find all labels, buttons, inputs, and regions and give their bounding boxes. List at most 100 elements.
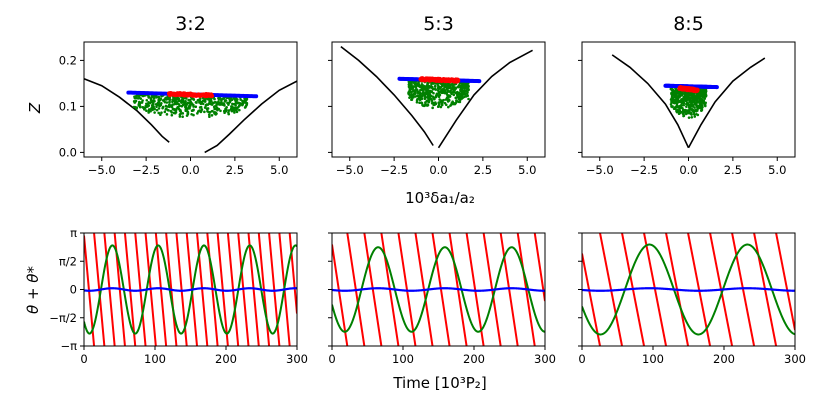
plot-area bbox=[582, 233, 795, 346]
xtick-label: 0 bbox=[328, 352, 335, 366]
point-green bbox=[690, 95, 694, 99]
xtick-label: −5.0 bbox=[336, 163, 364, 177]
point-green bbox=[157, 101, 161, 104]
point-green bbox=[133, 101, 137, 104]
point-green bbox=[186, 101, 190, 105]
point-green bbox=[442, 98, 445, 102]
xtick-label: 0.0 bbox=[181, 163, 199, 177]
point-green bbox=[436, 105, 440, 109]
point-green bbox=[179, 110, 183, 113]
xtick-label: −2.5 bbox=[380, 163, 408, 177]
point-green bbox=[419, 88, 422, 92]
xtick-label: −2.5 bbox=[630, 163, 658, 177]
point-green bbox=[232, 107, 236, 111]
point-green bbox=[443, 89, 447, 93]
point-green bbox=[419, 84, 423, 88]
point-green bbox=[675, 109, 678, 113]
ytick-label: 0.2 bbox=[59, 53, 77, 67]
point-green bbox=[450, 101, 454, 105]
series-blue bbox=[84, 287, 297, 292]
point-green bbox=[682, 103, 686, 107]
point-green bbox=[464, 95, 468, 98]
point-green bbox=[218, 97, 221, 101]
xtick-label: 200 bbox=[463, 352, 485, 366]
point-green bbox=[192, 108, 195, 112]
point-green bbox=[422, 85, 426, 89]
point-green bbox=[463, 86, 467, 90]
point-green bbox=[408, 93, 412, 97]
panel-2: 5:3 −5.0 −2.5 0.0 2.5 5.0 bbox=[328, 13, 546, 177]
point-green bbox=[181, 115, 184, 119]
point-green bbox=[139, 97, 142, 100]
point-green bbox=[171, 103, 174, 106]
point-green bbox=[697, 106, 700, 110]
point-green bbox=[449, 89, 452, 92]
point-green bbox=[695, 103, 698, 107]
panel-4: 0 100 200 300 −π −π/2 0 π/2 π bbox=[49, 226, 308, 366]
xtick-label: 0 bbox=[80, 352, 87, 366]
point-green bbox=[445, 86, 449, 89]
point-green bbox=[227, 109, 231, 112]
segment-red bbox=[196, 233, 209, 346]
point-green bbox=[215, 103, 219, 106]
point-green bbox=[439, 105, 443, 109]
point-green bbox=[699, 89, 703, 93]
point-green bbox=[173, 111, 177, 115]
ytick-label: π/2 bbox=[59, 254, 77, 268]
xtick-label: 2.5 bbox=[226, 163, 244, 177]
point-green bbox=[461, 84, 464, 87]
point-green bbox=[440, 91, 444, 95]
plot-area bbox=[84, 233, 297, 346]
segment-red bbox=[154, 233, 168, 346]
xtick-label: 2.5 bbox=[724, 163, 742, 177]
point-green bbox=[198, 106, 202, 109]
point-green bbox=[432, 103, 435, 107]
point-green bbox=[228, 99, 232, 103]
point-green bbox=[206, 103, 210, 106]
bottom-xlabel: Time [10³P₂] bbox=[392, 374, 486, 392]
point-green bbox=[698, 106, 702, 110]
segment-red bbox=[288, 233, 297, 314]
panels: 3:2 −5.0 −2.5 0.0 2.5 5.0 0.0 0.1 0.2 5:3 −5.0 −2.5… bbox=[49, 13, 806, 366]
point-green bbox=[690, 115, 694, 119]
point-green bbox=[185, 97, 188, 100]
point-green bbox=[213, 111, 216, 114]
point-green bbox=[414, 82, 417, 85]
point-green bbox=[166, 108, 170, 112]
point-green bbox=[686, 103, 690, 106]
point-green bbox=[438, 98, 441, 101]
point-green bbox=[688, 108, 691, 112]
point-green bbox=[170, 113, 174, 117]
point-green bbox=[161, 105, 165, 109]
point-green bbox=[430, 99, 434, 103]
ytick-label: −π bbox=[60, 339, 77, 353]
point-green bbox=[466, 84, 470, 87]
point-green bbox=[682, 92, 685, 95]
point-green bbox=[454, 96, 458, 100]
point-green bbox=[146, 102, 150, 105]
point-green bbox=[243, 106, 247, 109]
point-green bbox=[159, 113, 162, 117]
panel-1: 3:2 −5.0 −2.5 0.0 2.5 5.0 0.0 0.1 0.2 bbox=[59, 13, 298, 177]
point-green bbox=[194, 105, 198, 109]
point-green bbox=[164, 104, 168, 108]
point-green bbox=[446, 84, 450, 87]
point-green bbox=[458, 98, 462, 102]
xtick-label: 200 bbox=[713, 352, 735, 366]
point-green bbox=[426, 103, 430, 107]
point-green bbox=[422, 90, 425, 93]
point-green bbox=[418, 101, 421, 104]
point-green bbox=[225, 106, 228, 109]
point-green bbox=[197, 98, 201, 102]
point-green bbox=[426, 82, 429, 86]
point-green bbox=[165, 98, 168, 101]
point-green bbox=[673, 106, 677, 109]
point-green bbox=[217, 100, 220, 103]
point-green bbox=[685, 109, 688, 112]
point-green bbox=[208, 115, 211, 119]
segment-red bbox=[499, 233, 519, 346]
point-green bbox=[696, 92, 699, 96]
point-green bbox=[213, 101, 217, 104]
point-green bbox=[219, 109, 222, 113]
